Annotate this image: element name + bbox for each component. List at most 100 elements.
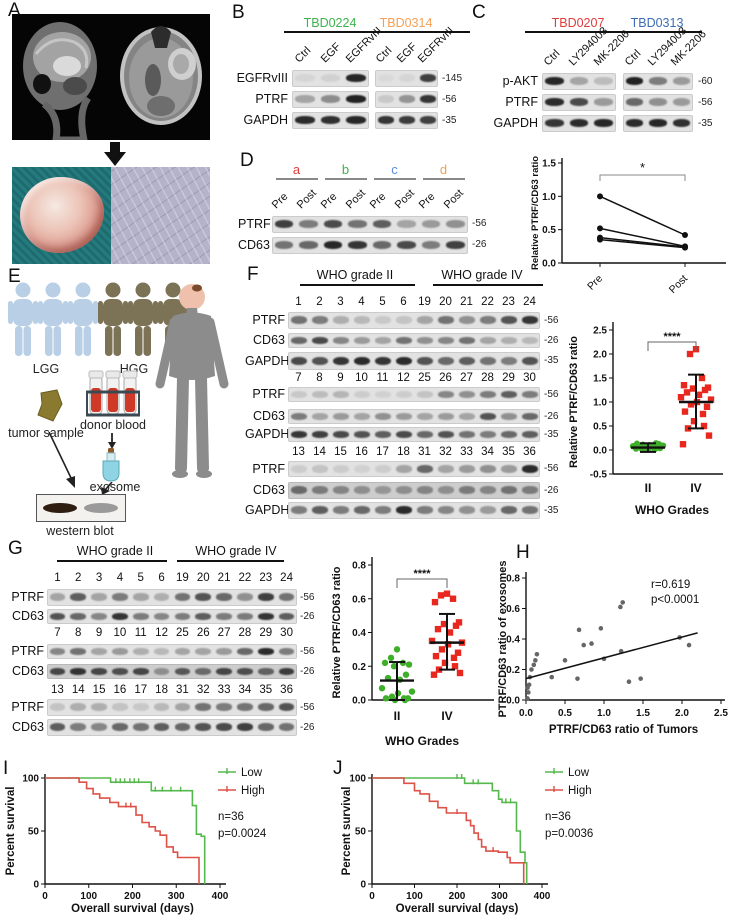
blot-band bbox=[416, 390, 433, 398]
lane-number: 32 bbox=[439, 446, 452, 458]
scatter-point bbox=[432, 652, 440, 660]
blot-band bbox=[49, 647, 66, 655]
scatter-point bbox=[434, 625, 442, 633]
blot-band bbox=[521, 506, 538, 515]
lane-label: Pre bbox=[417, 190, 438, 212]
blot-band bbox=[500, 465, 517, 473]
blot-band bbox=[416, 412, 433, 420]
x-tick-label: 2.0 bbox=[675, 708, 689, 719]
blot-band bbox=[49, 703, 66, 712]
blot-strip bbox=[288, 502, 540, 519]
donor-blood-label: donor blood bbox=[79, 418, 147, 432]
lane-number: 20 bbox=[439, 296, 452, 308]
blot-band bbox=[295, 74, 315, 83]
panel-g-chart: 0.0 0.2 0.4 0.6 0.8 II IV **** WHO Grades Relativ… bbox=[330, 543, 502, 783]
blot-band bbox=[332, 486, 349, 495]
blot-band bbox=[569, 77, 589, 86]
scatter-point bbox=[529, 667, 534, 672]
x-tick-label: 400 bbox=[212, 891, 229, 902]
x-tick-label: 1.0 bbox=[597, 708, 611, 719]
blot-band bbox=[174, 593, 191, 602]
blot-strip bbox=[623, 94, 693, 111]
y-tick-label: 0.2 bbox=[352, 662, 366, 673]
blot-band bbox=[395, 336, 412, 344]
lane-number: 12 bbox=[155, 627, 168, 639]
lane-number: 23 bbox=[502, 296, 515, 308]
blot-row-label: CD63 bbox=[253, 409, 285, 423]
lane-number: 10 bbox=[355, 372, 368, 384]
blot-band bbox=[377, 95, 394, 104]
mw-marker: -56 bbox=[442, 93, 457, 105]
blot-row-label: PTRF bbox=[11, 700, 44, 714]
blot-band bbox=[311, 486, 328, 495]
blot-band bbox=[348, 241, 367, 250]
scatter-point bbox=[680, 382, 688, 389]
y-axis-title: Percent survival bbox=[341, 787, 353, 876]
lane-number: 2 bbox=[316, 296, 323, 308]
lane-number: 3 bbox=[337, 296, 344, 308]
scatter-point bbox=[699, 410, 707, 418]
lane-number: 30 bbox=[523, 372, 536, 384]
lane-number: 15 bbox=[334, 446, 347, 458]
tumor-sample-icon bbox=[37, 389, 63, 422]
scatter-point bbox=[451, 663, 459, 670]
blot-band bbox=[112, 647, 128, 655]
lane-number: 18 bbox=[397, 446, 410, 458]
y-tick-label: 0.6 bbox=[506, 604, 520, 615]
blot-row-label: PTRF bbox=[505, 95, 538, 109]
scatter-point bbox=[382, 695, 390, 702]
lane-label: EGF bbox=[394, 40, 419, 66]
lane-number: 19 bbox=[418, 296, 431, 308]
lane-number: 25 bbox=[176, 627, 189, 639]
scatter-point bbox=[456, 669, 464, 677]
data-point bbox=[682, 244, 688, 251]
blot-band bbox=[458, 356, 475, 365]
lane-number: 36 bbox=[523, 446, 536, 458]
panel-j-label: J bbox=[333, 758, 343, 779]
blot-strip bbox=[47, 609, 297, 624]
blot-band bbox=[311, 412, 328, 420]
panel-f-blot: WHO grade II WHO grade IV 1 2 3 4 5 6 19 20 21 22 23… bbox=[245, 266, 570, 528]
y-axis-title: Percent survival bbox=[5, 787, 17, 876]
lane-number: 2 bbox=[75, 572, 82, 584]
blot-band bbox=[421, 220, 441, 229]
lane-number: 13 bbox=[292, 446, 305, 458]
blot-band bbox=[416, 486, 433, 495]
scatter-point bbox=[408, 688, 416, 695]
lane-label: Ctrl bbox=[373, 44, 394, 66]
blot-band bbox=[195, 612, 212, 620]
down-arrow-icon bbox=[104, 142, 126, 166]
lane-label: Post bbox=[392, 187, 417, 212]
blot-band bbox=[346, 116, 366, 125]
blot-band bbox=[274, 241, 294, 250]
blot-band bbox=[132, 723, 149, 732]
lane-number: 15 bbox=[92, 684, 106, 696]
blot-band bbox=[374, 356, 391, 365]
blot-row-label: CD63 bbox=[253, 333, 285, 347]
blot-band bbox=[320, 74, 341, 83]
x-category-label: II bbox=[394, 709, 401, 723]
arrow-blood-to-exosome bbox=[108, 433, 116, 449]
blot-band bbox=[311, 336, 328, 344]
y-tick-label: 0.5 bbox=[542, 225, 556, 236]
scatter-point bbox=[681, 408, 689, 415]
blot-band bbox=[290, 356, 307, 365]
pair-line bbox=[599, 238, 686, 249]
blot-band bbox=[500, 430, 517, 438]
x-tick-label: 1.5 bbox=[636, 708, 650, 719]
blot-band bbox=[112, 667, 128, 675]
mw-marker: -26 bbox=[300, 665, 315, 677]
y-tick-label: 0.8 bbox=[506, 574, 520, 585]
mw-marker: -56 bbox=[544, 314, 559, 326]
lane-number: 8 bbox=[75, 627, 82, 639]
lane-label: Ctrl bbox=[292, 44, 314, 66]
lane-label: Pre bbox=[270, 190, 291, 212]
scatter-point bbox=[390, 663, 398, 670]
mw-marker: -35 bbox=[544, 504, 559, 516]
blot-band bbox=[332, 356, 349, 365]
lgg-label: LGG bbox=[32, 362, 60, 376]
blot-band bbox=[437, 356, 454, 365]
lane-number: 25 bbox=[418, 372, 431, 384]
blot-strip bbox=[623, 115, 693, 132]
blot-band bbox=[216, 647, 232, 655]
